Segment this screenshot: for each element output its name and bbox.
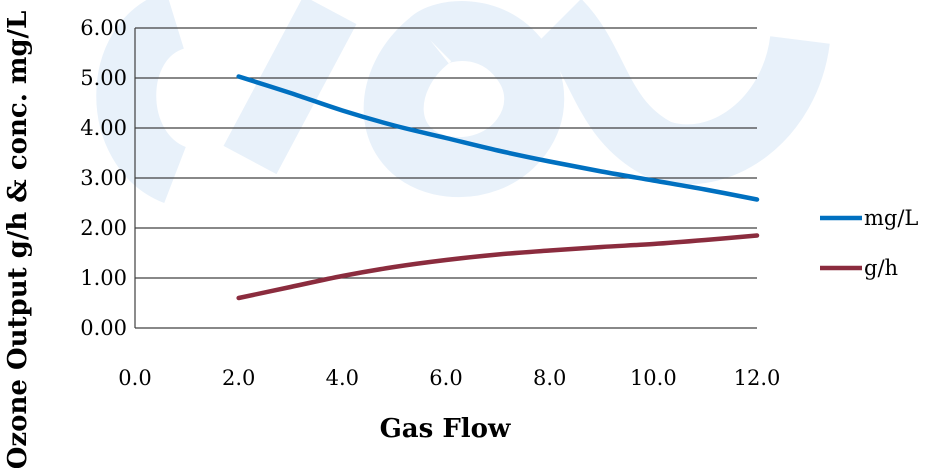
legend: mg/L g/h bbox=[820, 206, 918, 280]
series-line-g-h bbox=[236, 233, 760, 301]
y-tick-label: 3.00 bbox=[80, 166, 127, 190]
y-axis-title: Ozone Output g/h & conc. mg/L bbox=[3, 11, 33, 468]
x-tick-label: 0.0 bbox=[118, 366, 151, 390]
watermark-logo bbox=[96, 0, 830, 203]
x-axis-ticks: 0.0 2.0 4.0 6.0 8.0 10.0 12.0 bbox=[118, 366, 780, 390]
y-tick-label: 0.00 bbox=[80, 316, 127, 340]
y-axis-ticks: 0.00 1.00 2.00 3.00 4.00 5.00 6.00 bbox=[80, 16, 127, 340]
x-tick-label: 12.0 bbox=[734, 366, 781, 390]
x-axis-title: Gas Flow bbox=[380, 414, 511, 444]
y-tick-label: 5.00 bbox=[80, 66, 127, 90]
y-tick-label: 2.00 bbox=[80, 216, 127, 240]
x-tick-label: 4.0 bbox=[326, 366, 359, 390]
y-tick-label: 4.00 bbox=[80, 116, 127, 140]
gridlines bbox=[134, 27, 757, 329]
x-tick-label: 8.0 bbox=[533, 366, 566, 390]
legend-label: g/h bbox=[864, 256, 898, 280]
y-tick-label: 6.00 bbox=[80, 16, 127, 40]
x-tick-label: 10.0 bbox=[630, 366, 677, 390]
x-tick-label: 6.0 bbox=[429, 366, 462, 390]
series-line-mg-l bbox=[236, 74, 760, 202]
y-tick-label: 1.00 bbox=[80, 266, 127, 290]
x-tick-label: 2.0 bbox=[222, 366, 255, 390]
series-lines bbox=[236, 74, 760, 301]
legend-label: mg/L bbox=[864, 206, 918, 230]
